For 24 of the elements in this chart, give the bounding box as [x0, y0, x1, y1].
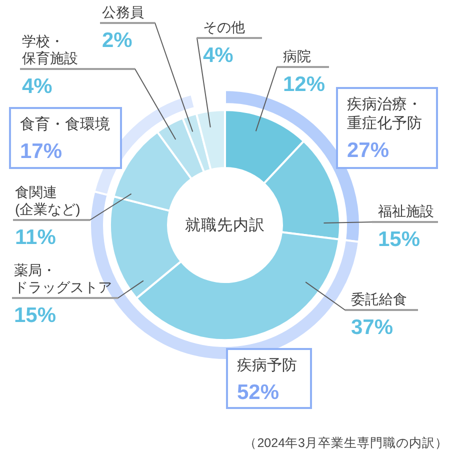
data-label: 52% [237, 381, 280, 404]
data-label: 17% [20, 140, 62, 163]
text: （2024年3月卒業生専門職の内訳） [244, 436, 448, 450]
slice-label: 病院 [283, 48, 311, 64]
data-label: 2% [102, 29, 133, 52]
slice-label: 薬局・ドラッグストア [14, 262, 112, 295]
slice-label: 福祉施設 [378, 203, 434, 219]
slice-label: 公務員 [102, 4, 144, 20]
slice-label: 疾病治療・重症化予防 [347, 96, 422, 132]
slice-label: 学校・保育施設 [22, 33, 78, 66]
slice-label: 食育・食環境 [20, 116, 110, 133]
data-label: 11% [15, 226, 56, 249]
data-label: 15% [14, 304, 56, 327]
text: 就職先内訳 [185, 216, 265, 234]
data-label: 27% [347, 139, 390, 162]
data-label: 12% [283, 73, 326, 96]
data-label: 37% [351, 316, 394, 339]
data-label: 4% [22, 75, 53, 98]
slice-label: 食関連(企業など) [15, 184, 80, 217]
slice-label: その他 [203, 19, 245, 35]
data-label: 4% [203, 44, 234, 67]
slice-label: 委託給食 [351, 291, 407, 307]
slice-label: 疾病予防 [237, 357, 297, 374]
data-label: 15% [378, 228, 420, 251]
